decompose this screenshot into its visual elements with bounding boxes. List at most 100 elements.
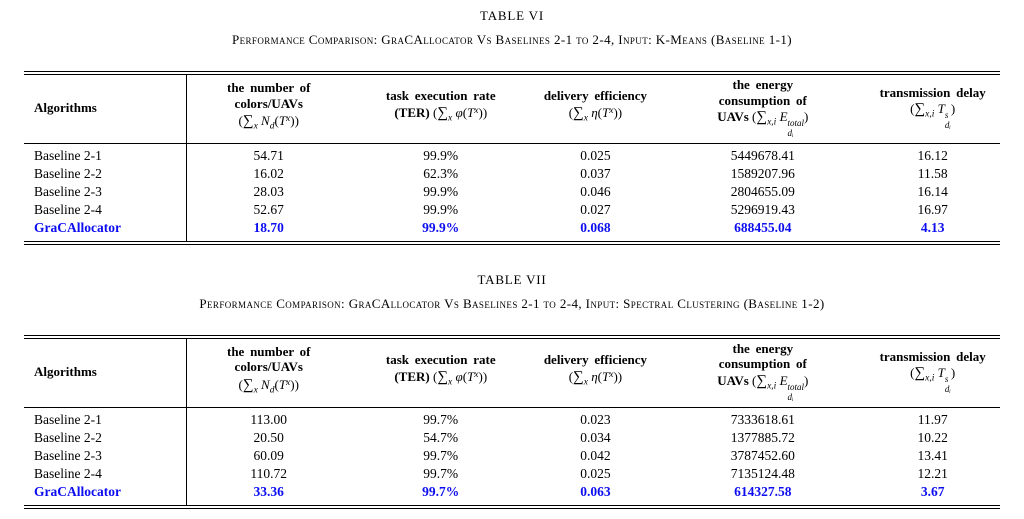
header-label-line: the number of bbox=[226, 80, 311, 96]
value-cell-num-colors-uavs: 28.03 bbox=[253, 183, 284, 199]
value-cell-energy-consumption: 688455.04 bbox=[734, 219, 792, 235]
table-row-baseline-2-2: Baseline 2-2 20.50 54.7% 0.034 1377885.72 10.… bbox=[24, 428, 1000, 447]
header-formula: (∑x Nd(Tx)) bbox=[238, 376, 299, 396]
value-cell-task-execution-rate: 99.7% bbox=[423, 411, 459, 427]
header-label-line: delivery efficiency bbox=[543, 87, 648, 103]
value-cell-energy-consumption: 2804655.09 bbox=[730, 183, 795, 199]
header-label-line: task execution rate bbox=[385, 87, 496, 103]
header-label-line: the energy bbox=[732, 340, 794, 356]
column-header-task-execution-rate: task execution rate (TER) (∑x φ(Tx)) bbox=[350, 336, 531, 408]
value-cell-task-execution-rate: 99.9% bbox=[422, 219, 460, 235]
table-vii-section: TABLE VII Performance Comparison: GraCAl… bbox=[24, 272, 1000, 509]
value-cell-energy-consumption: 3787452.60 bbox=[730, 447, 795, 463]
header-label-line: task execution rate bbox=[385, 351, 496, 367]
value-cell-num-colors-uavs: 113.00 bbox=[250, 411, 288, 427]
value-cell-num-colors-uavs: 20.50 bbox=[253, 429, 284, 445]
value-cell-delivery-efficiency: 0.027 bbox=[580, 201, 611, 217]
column-header-num-colors-uavs: the number of colors/UAVs (∑x Nd(Tx)) bbox=[186, 336, 351, 408]
table-vii-caption: Performance Comparison: GraCAllocator Vs… bbox=[199, 295, 825, 311]
header-label-line: Algorithms bbox=[34, 363, 97, 379]
value-cell-transmission-delay: 13.41 bbox=[917, 447, 948, 463]
header-label-line: colors/UAVs bbox=[234, 359, 303, 375]
table-vii: Algorithms the number of colors/UAVs (∑x Nd… bbox=[24, 334, 1000, 509]
column-header-num-colors-uavs: the number of colors/UAVs (∑x Nd(Tx)) bbox=[186, 73, 351, 144]
value-cell-transmission-delay: 11.58 bbox=[917, 165, 948, 181]
column-header-delivery-efficiency: delivery efficiency (∑x η(Tx)) bbox=[530, 336, 661, 408]
algorithm-name: GraCAllocator bbox=[24, 482, 187, 507]
value-cell-delivery-efficiency: 0.023 bbox=[580, 411, 611, 427]
value-cell-task-execution-rate: 62.3% bbox=[423, 165, 459, 181]
value-cell-transmission-delay: 16.14 bbox=[917, 183, 948, 199]
header-row: Algorithms the number of colors/UAVs (∑x Nd… bbox=[24, 73, 1000, 144]
math-supsub: total dᵢ bbox=[787, 118, 805, 138]
value-cell-task-execution-rate: 99.7% bbox=[423, 465, 459, 481]
column-header-algorithms: Algorithms bbox=[24, 336, 187, 408]
header-formula: (TER) (∑x φ(Tx)) bbox=[394, 369, 488, 388]
value-cell-transmission-delay: 10.22 bbox=[917, 429, 948, 445]
table-row-baseline-2-1: Baseline 2-1 113.00 99.7% 0.023 7333618.61 11… bbox=[24, 407, 1000, 429]
math-supsub: s dᵢ bbox=[944, 374, 951, 394]
value-cell-task-execution-rate: 54.7% bbox=[423, 429, 459, 445]
value-cell-energy-consumption: 5449678.41 bbox=[730, 147, 795, 163]
column-header-algorithms: Algorithms bbox=[24, 73, 187, 144]
value-cell-num-colors-uavs: 33.36 bbox=[253, 483, 284, 499]
table-vi: Algorithms the number of colors/UAVs (∑x Nd… bbox=[24, 71, 1000, 245]
value-cell-delivery-efficiency: 0.025 bbox=[580, 147, 611, 163]
page: { "page": { "background_color": "#ffffff… bbox=[24, 8, 1000, 509]
value-cell-num-colors-uavs: 60.09 bbox=[253, 447, 284, 463]
table-row-baseline-2-4: Baseline 2-4 52.67 99.9% 0.027 5296919.43 16.… bbox=[24, 200, 1000, 219]
value-cell-num-colors-uavs: 54.71 bbox=[253, 147, 284, 163]
table-row-baseline-2-3: Baseline 2-3 60.09 99.7% 0.042 3787452.60 13.… bbox=[24, 446, 1000, 465]
value-cell-transmission-delay: 16.97 bbox=[917, 201, 948, 217]
header-label-line: the energy bbox=[732, 77, 794, 92]
value-cell-delivery-efficiency: 0.046 bbox=[580, 183, 611, 199]
table-row-gracallocator: GraCAllocator 33.36 99.7% 0.063 614327.58 3.6… bbox=[24, 482, 1000, 507]
algorithm-name: GraCAllocator bbox=[24, 218, 187, 243]
value-cell-transmission-delay: 12.21 bbox=[917, 465, 948, 481]
value-cell-delivery-efficiency: 0.025 bbox=[580, 465, 611, 481]
algorithm-name: Baseline 2-1 bbox=[24, 143, 187, 165]
table-row-baseline-2-1: Baseline 2-1 54.71 99.9% 0.025 5449678.41 16.… bbox=[24, 143, 1000, 165]
value-cell-energy-consumption: 7333618.61 bbox=[730, 411, 795, 427]
algorithm-name: Baseline 2-4 bbox=[24, 464, 187, 483]
header-formula: (∑x Nd(Tx)) bbox=[238, 113, 299, 132]
header-row: Algorithms the number of colors/UAVs (∑x Nd… bbox=[24, 336, 1000, 408]
header-label-line: transmission delay bbox=[879, 348, 986, 364]
math-supsub: total dᵢ bbox=[787, 381, 805, 402]
value-cell-energy-consumption: 1377885.72 bbox=[730, 429, 795, 445]
algorithm-name: Baseline 2-1 bbox=[24, 407, 187, 429]
algorithm-name: Baseline 2-4 bbox=[24, 200, 187, 219]
value-cell-num-colors-uavs: 52.67 bbox=[253, 201, 284, 217]
table-vi-caption: Performance Comparison: GraCAllocator Vs… bbox=[232, 32, 792, 47]
table-vi-title: TABLE VI bbox=[480, 8, 544, 23]
value-cell-task-execution-rate: 99.9% bbox=[423, 147, 459, 163]
value-cell-task-execution-rate: 99.9% bbox=[423, 201, 459, 217]
value-cell-delivery-efficiency: 0.068 bbox=[580, 219, 611, 235]
header-formula: (∑x η(Tx)) bbox=[568, 105, 623, 124]
value-cell-transmission-delay: 11.97 bbox=[917, 411, 948, 427]
header-label-line: transmission delay bbox=[879, 84, 986, 100]
table-row-baseline-2-2: Baseline 2-2 16.02 62.3% 0.037 1589207.96 11.… bbox=[24, 164, 1000, 183]
table-vii-title: TABLE VII bbox=[477, 271, 547, 287]
header-formula: (TER) (∑x φ(Tx)) bbox=[394, 105, 488, 124]
header-label-line: the number of bbox=[226, 343, 311, 359]
value-cell-transmission-delay: 4.13 bbox=[920, 219, 945, 235]
table-row-baseline-2-4: Baseline 2-4 110.72 99.7% 0.025 7135124.48 12… bbox=[24, 464, 1000, 483]
column-header-task-execution-rate: task execution rate (TER) (∑x φ(Tx)) bbox=[350, 73, 531, 144]
algorithm-name: Baseline 2-3 bbox=[24, 182, 187, 201]
value-cell-num-colors-uavs: 110.72 bbox=[250, 465, 288, 481]
header-label-line: colors/UAVs bbox=[234, 95, 303, 111]
value-cell-transmission-delay: 3.67 bbox=[920, 483, 945, 499]
header-label-line: consumption of bbox=[718, 92, 807, 108]
header-label-line: consumption of bbox=[718, 356, 807, 372]
algorithm-name: Baseline 2-2 bbox=[24, 428, 187, 447]
value-cell-delivery-efficiency: 0.063 bbox=[580, 483, 611, 499]
value-cell-task-execution-rate: 99.9% bbox=[423, 183, 459, 199]
value-cell-transmission-delay: 16.12 bbox=[917, 147, 948, 163]
value-cell-energy-consumption: 614327.58 bbox=[734, 483, 792, 499]
